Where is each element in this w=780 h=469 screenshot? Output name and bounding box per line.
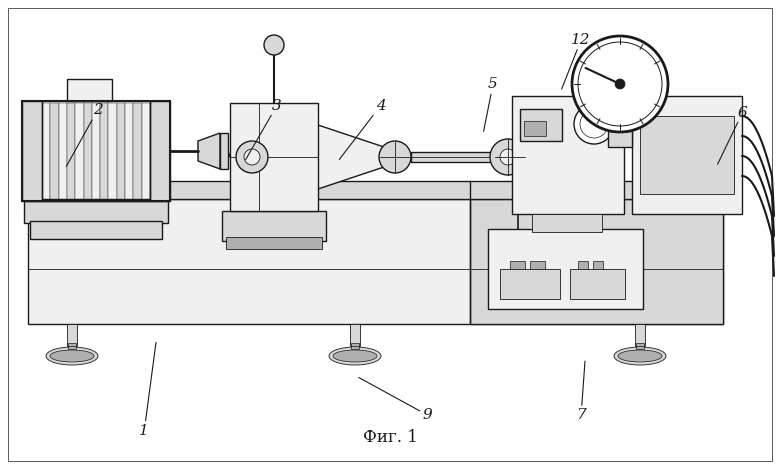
Bar xyxy=(24,201,168,223)
Bar xyxy=(92,103,100,199)
Bar xyxy=(58,103,67,199)
Text: 5: 5 xyxy=(484,77,498,131)
Bar xyxy=(100,103,108,199)
Circle shape xyxy=(615,79,625,89)
Bar xyxy=(530,261,545,269)
Bar xyxy=(117,103,125,199)
Circle shape xyxy=(244,149,260,165)
Bar xyxy=(488,229,643,309)
Text: 4: 4 xyxy=(339,98,385,159)
Bar xyxy=(22,101,170,201)
Bar xyxy=(636,343,644,349)
Bar xyxy=(75,103,83,199)
Text: 1: 1 xyxy=(140,342,156,438)
Bar xyxy=(470,199,723,324)
Bar xyxy=(83,103,92,199)
Bar xyxy=(578,261,588,269)
Bar xyxy=(351,343,359,349)
Bar xyxy=(42,101,150,201)
Bar xyxy=(67,79,112,101)
Bar xyxy=(532,214,602,232)
Bar xyxy=(22,101,42,201)
Bar xyxy=(108,103,117,199)
Circle shape xyxy=(574,104,614,144)
Text: Фиг. 1: Фиг. 1 xyxy=(363,429,417,446)
Bar xyxy=(68,343,76,349)
Polygon shape xyxy=(198,133,220,169)
Bar xyxy=(28,199,723,324)
Circle shape xyxy=(379,141,411,173)
Ellipse shape xyxy=(614,347,666,365)
Bar xyxy=(28,181,723,199)
Text: 2: 2 xyxy=(66,103,102,166)
Bar xyxy=(30,221,162,239)
Circle shape xyxy=(500,149,516,165)
Bar xyxy=(230,103,318,211)
Bar xyxy=(125,103,133,199)
Ellipse shape xyxy=(333,350,377,362)
Bar xyxy=(593,261,603,269)
Ellipse shape xyxy=(618,350,662,362)
Text: 9: 9 xyxy=(359,378,432,422)
Bar xyxy=(524,121,546,136)
Bar xyxy=(50,103,58,199)
Bar xyxy=(512,96,624,214)
Bar xyxy=(608,131,632,147)
Bar xyxy=(640,116,734,194)
Bar xyxy=(411,152,500,162)
Ellipse shape xyxy=(46,347,98,365)
Text: 12: 12 xyxy=(562,33,591,89)
Bar xyxy=(510,261,525,269)
Bar xyxy=(142,103,150,199)
Bar xyxy=(220,133,228,169)
Circle shape xyxy=(572,36,668,132)
Bar xyxy=(42,103,50,199)
Bar xyxy=(632,96,742,214)
Bar xyxy=(226,237,322,249)
Bar xyxy=(350,324,360,346)
Polygon shape xyxy=(318,125,390,189)
Bar xyxy=(133,103,142,199)
Bar xyxy=(500,269,560,299)
Text: 7: 7 xyxy=(576,361,586,422)
Circle shape xyxy=(236,141,268,173)
Ellipse shape xyxy=(50,350,94,362)
Bar xyxy=(520,109,562,141)
Bar xyxy=(67,324,77,346)
Text: 6: 6 xyxy=(718,106,747,164)
Circle shape xyxy=(578,42,662,126)
Ellipse shape xyxy=(329,347,381,365)
Text: 3: 3 xyxy=(246,98,282,159)
Circle shape xyxy=(490,139,526,175)
Bar xyxy=(67,103,75,199)
Bar xyxy=(222,211,326,241)
Bar xyxy=(150,101,170,201)
Circle shape xyxy=(580,110,608,138)
Circle shape xyxy=(264,35,284,55)
Bar xyxy=(635,324,645,346)
Bar xyxy=(570,269,625,299)
